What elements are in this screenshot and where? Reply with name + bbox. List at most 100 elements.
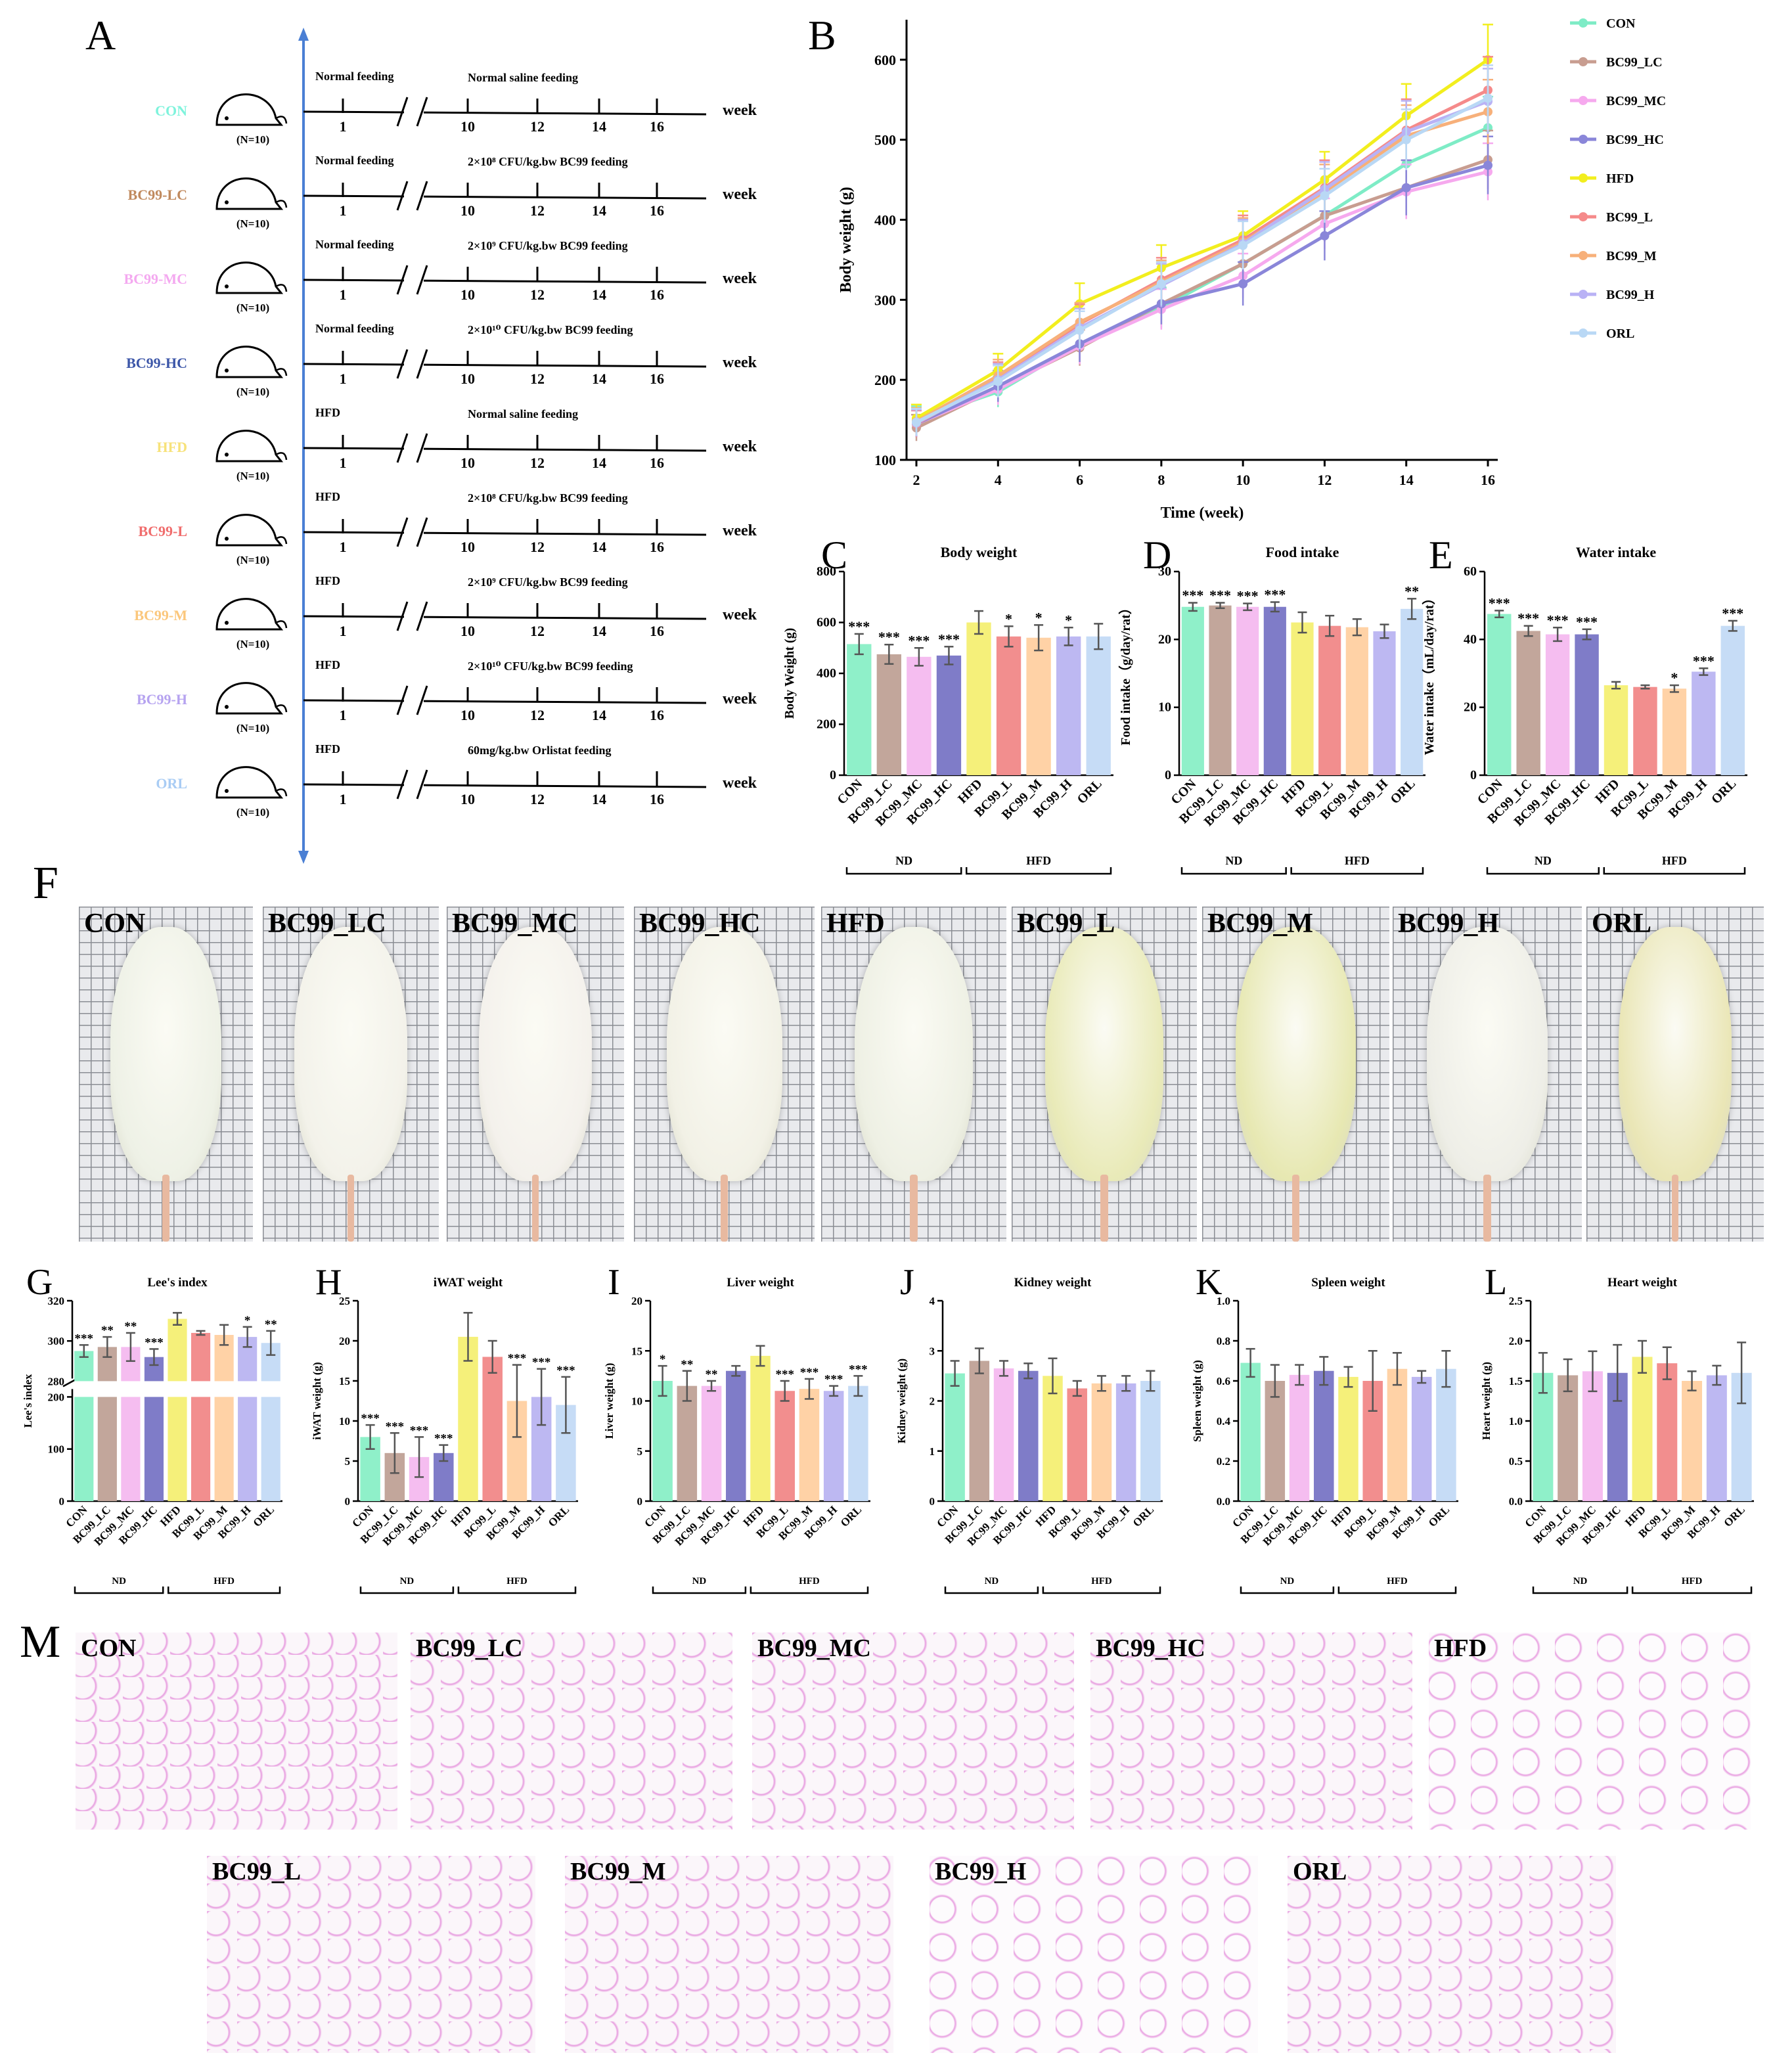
bar-BC99_L [1657,1363,1678,1501]
photo-label-HFD: HFD [826,909,885,939]
break-slash [416,601,428,631]
post-label-5: 2×10⁸ CFU/kg.bw BC99 feeding [468,491,628,505]
bar-BC99_H [1706,1375,1727,1501]
bar-CON [1533,1372,1554,1501]
legend-label-BC99_LC: BC99_LC [1606,55,1663,70]
bar-BC99_MC [993,1368,1014,1501]
group-label-3: BC99-HC [126,355,187,371]
week-label-4: week [723,438,757,455]
bar-BC99_M [1682,1381,1703,1501]
timeline-gap [404,97,424,127]
y-tick-label: 60 [1464,564,1477,579]
post-label-2: 2×10⁹ CFU/kg.bw BC99 feeding [468,239,628,252]
y-tick-label: 20 [1464,700,1477,715]
timeline-gap [404,265,424,296]
group-bracket-HFD [1337,1587,1457,1594]
y-axis-title: Heart weight (g) [1480,1362,1492,1440]
panel-g-bar-chart: G Lee's index 0 100 200 280 300 320 Lee's index *… [22,1262,282,1594]
legend-marker-BC99_M [1579,251,1588,260]
y-tick-label: 1.0 [1217,1295,1230,1307]
sig-BC99_MC: *** [908,632,930,648]
rat-tail-HFD [910,1175,918,1242]
tick-label: 16 [650,707,664,723]
histology-HFD: HFD [1429,1633,1751,1830]
group-label-ND: ND [1280,1576,1295,1587]
histology-ORL: ORL [1288,1856,1616,2053]
group-label-ND: ND [400,1576,415,1587]
bar-HFD [1632,1357,1653,1501]
bar-BC99_HC [1314,1370,1334,1501]
point-ORL [1156,279,1166,288]
rat-tail-ORL [1671,1175,1679,1242]
week-label-8: week [723,775,757,792]
bar-CON [1181,606,1204,775]
y-tick-label: 0.0 [1217,1495,1230,1508]
x-tick-label-ORL: ORL [1387,777,1418,807]
timeline-gap [404,349,424,380]
x-axis-title: Time (week) [1161,505,1244,522]
tick-label: 14 [592,118,606,135]
bar-HFD [458,1336,478,1501]
sig-CON: *** [75,1332,93,1345]
bar-BC99_L [482,1357,503,1501]
x-tick-label-ORL: ORL [1426,1503,1452,1529]
mouse-tail-icon [275,116,288,124]
week-label-3: week [723,354,757,371]
break-slash [396,265,409,295]
y-tick-label: 300 [874,292,896,308]
y-tick-label: 0.5 [1509,1455,1523,1468]
y-tick-label: 0.2 [1217,1455,1230,1468]
y-tick-label: 15 [339,1375,350,1387]
tick-label: 10 [460,202,475,219]
bar-BC99_LC [97,1397,117,1501]
mouse-icon [215,93,284,126]
group-label-6: BC99-M [134,607,187,623]
y-axis-title: Kidney weight (g) [895,1359,908,1443]
bar-BC99_LC [1558,1375,1579,1501]
bar-BC99_H [823,1391,844,1501]
mouse-icon [215,598,284,631]
y-axis-title: Spleen weight (g) [1191,1360,1203,1442]
sig-BC99_MC: *** [1237,588,1259,604]
bar-HFD [1604,685,1628,775]
sig-CON: * [660,1353,666,1366]
group-bracket-HFD [965,867,1112,875]
group-bracket-HFD [457,1587,577,1594]
y-tick-label: 320 [48,1295,65,1307]
sig-BC99_H: *** [1693,652,1715,669]
point-BC99_HC [1401,183,1411,192]
rat-tail-CON [162,1175,169,1242]
point-BC99_HC [1320,231,1330,240]
bar-HFD [1291,622,1314,775]
legend-label-BC99_MC: BC99_MC [1606,94,1666,108]
post-label-8: 60mg/kg.bw Orlistat feeding [468,744,612,757]
y-axis-title: Water intake（mL/day/rat） [1422,591,1437,755]
mouse-tail-icon [275,284,288,292]
y-tick-label: 0 [637,1495,643,1508]
timeline-gap [404,602,424,632]
sig-ORL: *** [1722,605,1743,621]
panel-letter: L [1485,1262,1507,1303]
group-label-ND: ND [895,854,912,867]
rat-tail-BC99_HC [721,1175,728,1242]
histology-label-ORL: ORL [1293,1858,1347,1885]
x-tick-label: 16 [1481,472,1495,488]
mouse-eye-icon [225,621,229,625]
y-tick-label: 30 [1158,564,1171,579]
panel-l-bar-chart: L Heart weight 0.0 0.5 1.0 1.5 2.0 2.5 Heart wei… [1480,1262,1754,1594]
sig-ORL: ** [1404,583,1419,599]
bar-upper-BC99_L [191,1332,211,1382]
y-tick-label: 40 [1464,632,1477,646]
break-slash [396,517,409,547]
sig-BC99_HC: *** [1576,614,1598,630]
sig-BC99_MC: ** [706,1368,718,1382]
n-label-3: (N=10) [236,386,269,398]
panel-a-schema: A CON (N=10) Normal feeding Normal saline fe… [85,12,757,864]
bar-BC99_MC [701,1385,722,1501]
tick-label: 14 [592,791,606,807]
panel-letter: K [1196,1262,1222,1303]
sig-BC99_MC: *** [1547,612,1569,628]
photo-BC99_M: BC99_M [1202,907,1389,1242]
